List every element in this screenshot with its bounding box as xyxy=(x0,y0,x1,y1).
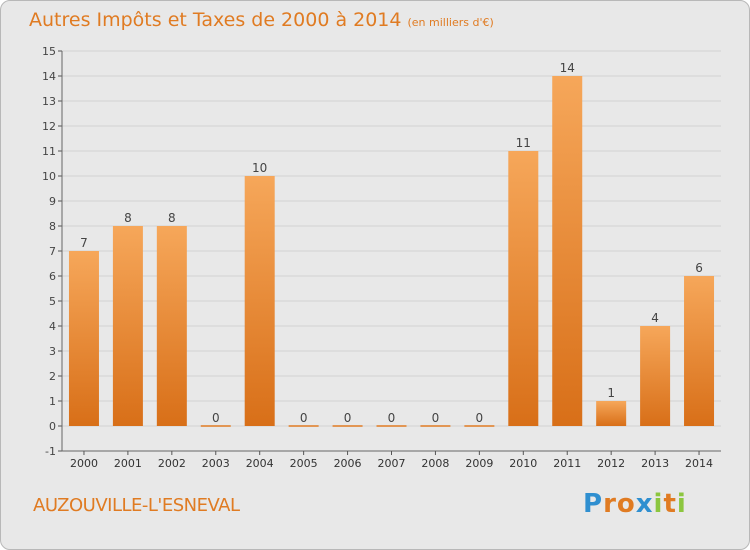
x-tick-label: 2004 xyxy=(246,457,274,470)
x-tick-label: 2000 xyxy=(70,457,98,470)
y-tick-label: 6 xyxy=(49,270,56,283)
x-tick-label: 2002 xyxy=(158,457,186,470)
y-tick-label: 10 xyxy=(42,170,56,183)
x-tick-label: 2003 xyxy=(202,457,230,470)
x-tick-label: 2001 xyxy=(114,457,142,470)
y-tick-label: 7 xyxy=(49,245,56,258)
bar xyxy=(156,226,187,426)
y-tick-label: 11 xyxy=(42,145,56,158)
chart-unit-label: (en milliers d'€) xyxy=(407,16,494,29)
proxiti-logo: Proxiti xyxy=(583,489,687,519)
y-tick-label: 0 xyxy=(49,420,56,433)
data-label: 0 xyxy=(212,411,220,425)
y-tick-label: -1 xyxy=(45,445,56,458)
data-label: 11 xyxy=(516,136,531,150)
y-tick-label: 14 xyxy=(42,70,56,83)
bar xyxy=(552,76,583,426)
bar xyxy=(508,151,539,426)
logo-letter: x xyxy=(635,489,654,519)
bar xyxy=(112,226,143,426)
logo-letter: P xyxy=(583,489,604,519)
y-tick-label: 3 xyxy=(49,345,56,358)
x-tick-label: 2006 xyxy=(334,457,362,470)
logo-letter: o xyxy=(616,489,636,519)
logo-letter: t xyxy=(663,489,677,519)
data-label: 0 xyxy=(344,411,352,425)
data-label: 1 xyxy=(607,386,615,400)
logo-letter: i xyxy=(653,489,664,519)
y-tick-label: 13 xyxy=(42,95,56,108)
commune-name: AUZOUVILLE-L'ESNEVAL xyxy=(33,495,240,516)
data-label: 10 xyxy=(252,161,267,175)
data-label: 0 xyxy=(476,411,484,425)
x-tick-label: 2007 xyxy=(378,457,406,470)
data-label: 8 xyxy=(124,211,132,225)
y-tick-label: 15 xyxy=(42,45,56,58)
x-tick-label: 2010 xyxy=(509,457,537,470)
y-tick-label: 12 xyxy=(42,120,56,133)
data-label: 4 xyxy=(651,311,659,325)
data-label: 0 xyxy=(388,411,396,425)
logo-letter: r xyxy=(603,489,617,519)
logo-letter: i xyxy=(676,489,687,519)
x-tick-label: 2011 xyxy=(553,457,581,470)
chart-title-text: Autres Impôts et Taxes de 2000 à 2014 xyxy=(29,9,402,31)
data-label: 14 xyxy=(560,61,575,75)
y-tick-label: 1 xyxy=(49,395,56,408)
data-label: 7 xyxy=(80,236,88,250)
x-tick-label: 2013 xyxy=(641,457,669,470)
bar xyxy=(596,401,627,426)
x-tick-label: 2014 xyxy=(685,457,713,470)
y-tick-label: 2 xyxy=(49,370,56,383)
data-label: 8 xyxy=(168,211,176,225)
bar xyxy=(640,326,671,426)
y-tick-label: 9 xyxy=(49,195,56,208)
y-tick-label: 4 xyxy=(49,320,56,333)
y-tick-label: 8 xyxy=(49,220,56,233)
bar xyxy=(68,251,99,426)
chart-title: Autres Impôts et Taxes de 2000 à 2014 (en… xyxy=(29,9,494,31)
data-label: 0 xyxy=(432,411,440,425)
bar xyxy=(244,176,275,426)
data-label: 6 xyxy=(695,261,703,275)
y-tick-label: 5 xyxy=(49,295,56,308)
bar xyxy=(684,276,715,426)
x-tick-label: 2008 xyxy=(421,457,449,470)
x-tick-label: 2009 xyxy=(465,457,493,470)
data-label: 0 xyxy=(300,411,308,425)
x-tick-label: 2012 xyxy=(597,457,625,470)
x-tick-label: 2005 xyxy=(290,457,318,470)
